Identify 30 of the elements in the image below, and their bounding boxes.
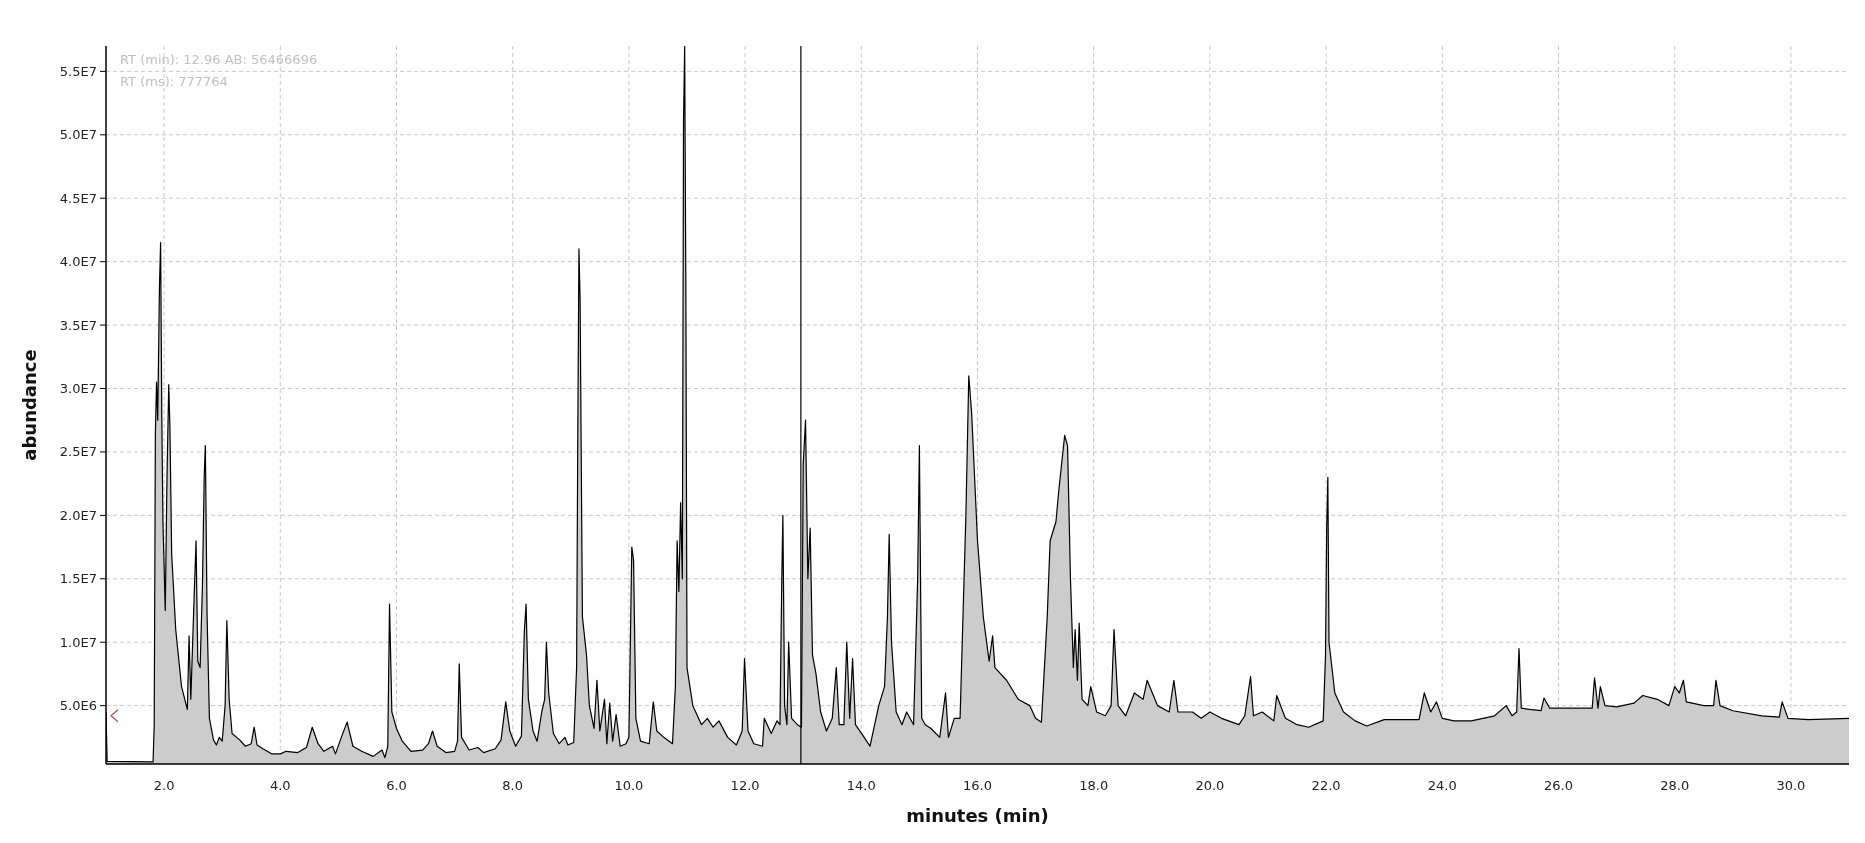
y-tick-label: 3.5E7	[59, 317, 97, 333]
x-tick-label: 20.0	[1195, 778, 1225, 793]
y-tick-label: 5.0E6	[59, 698, 97, 714]
y-tick-label: 1.0E7	[59, 634, 97, 650]
y-tick-label: 3.0E7	[59, 381, 97, 397]
x-tick-label: 6.0	[386, 778, 407, 793]
x-tick-label: 28.0	[1660, 778, 1690, 793]
x-tick-label: 22.0	[1311, 778, 1341, 793]
x-tick-label: 16.0	[963, 778, 992, 793]
x-axis-title: minutes (min)	[906, 805, 1049, 826]
x-tick-label: 18.0	[1079, 778, 1109, 793]
y-tick-label: 2.5E7	[59, 444, 97, 460]
annotation: RT (ms): 777764	[120, 74, 228, 89]
x-tick-label: 8.0	[502, 778, 524, 793]
annotation: RT (min): 12.96 AB: 56466696	[120, 52, 318, 67]
x-tick-label: 2.0	[153, 778, 175, 793]
y-tick-label: 2.0E7	[59, 507, 97, 523]
y-axis-title: abundance	[19, 349, 40, 461]
y-tick-label: 1.5E7	[59, 571, 97, 587]
x-tick-label: 26.0	[1544, 778, 1573, 793]
x-tick-label: 24.0	[1427, 778, 1457, 793]
x-tick-label: 4.0	[269, 778, 291, 793]
x-tick-label: 12.0	[730, 778, 760, 793]
x-tick-label: 14.0	[846, 778, 876, 793]
y-tick-label: 5.5E7	[59, 63, 97, 79]
y-tick-label: 4.5E7	[59, 190, 97, 206]
y-tick-label: 5.0E7	[59, 127, 97, 143]
x-tick-label: 30.0	[1776, 778, 1806, 793]
y-tick-label: 4.0E7	[59, 254, 97, 270]
x-tick-label: 10.0	[614, 778, 644, 793]
